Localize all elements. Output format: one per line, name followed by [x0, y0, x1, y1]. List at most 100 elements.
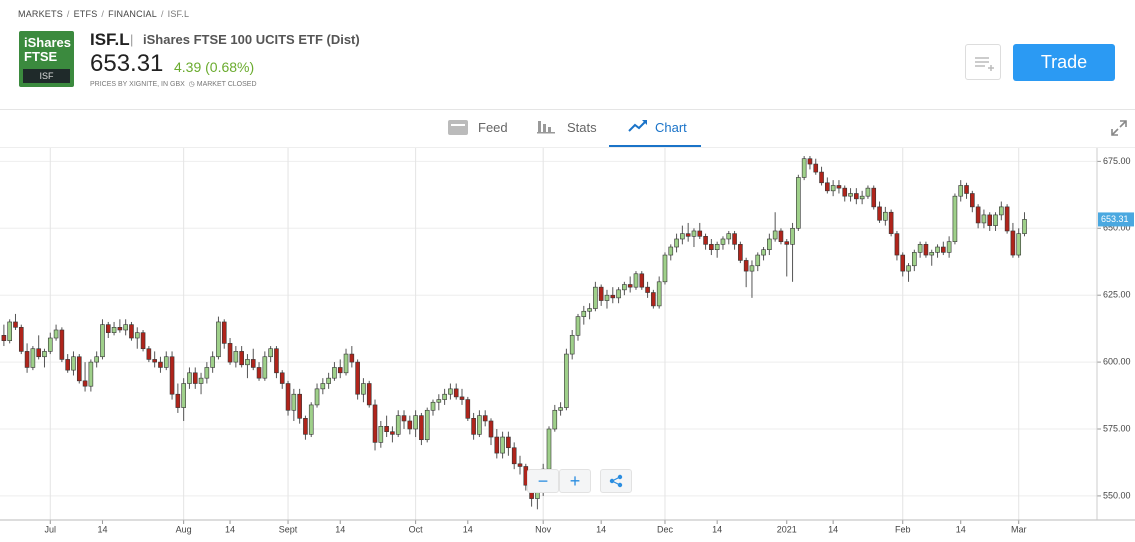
- x-tick-label: 14: [463, 524, 473, 534]
- candle-body: [355, 361, 360, 395]
- candle-body: [465, 399, 471, 419]
- candle-body: [674, 238, 679, 248]
- candle-body: [1, 335, 7, 341]
- candle-body: [767, 238, 772, 250]
- candle-body: [500, 436, 505, 454]
- candle-body: [129, 324, 134, 339]
- candle-body: [946, 241, 952, 253]
- candle-body: [245, 359, 250, 366]
- x-tick-label: Sept: [279, 524, 298, 534]
- candle-body: [941, 246, 946, 253]
- candle-body: [883, 211, 888, 221]
- candle-body: [772, 230, 778, 240]
- logo-badge: ISF: [23, 69, 70, 83]
- candle-body: [801, 158, 807, 178]
- candle-body: [697, 230, 703, 237]
- watchlist-button[interactable]: [965, 44, 1001, 80]
- zoom-in[interactable]: +: [559, 469, 591, 493]
- candle-body: [24, 351, 30, 368]
- candle-body: [163, 356, 169, 368]
- divider: [0, 109, 1135, 110]
- candle-body: [372, 404, 378, 443]
- candle-body: [830, 185, 836, 192]
- candle-body: [123, 324, 128, 331]
- chart: 550.00 575.00 600.00 625.00 650.00 675.00 Jul 1…: [0, 148, 1135, 534]
- candle-body: [1004, 206, 1010, 232]
- candle-body: [221, 321, 227, 344]
- candle-body: [738, 244, 743, 261]
- candle-body: [488, 420, 494, 438]
- y-tick-label: 550.00: [1103, 490, 1131, 500]
- candle-body: [308, 404, 314, 435]
- crumb[interactable]: MARKETS: [18, 9, 63, 19]
- candle-body: [233, 351, 239, 363]
- candle-body: [471, 418, 476, 435]
- candle-body: [175, 393, 181, 408]
- candle-body: [285, 383, 291, 411]
- candle-body: [836, 185, 842, 189]
- candle-body: [825, 182, 830, 192]
- x-tick-label: 14: [97, 524, 107, 534]
- candle-body: [274, 348, 279, 374]
- candle-body: [662, 254, 668, 283]
- candle-body: [482, 415, 488, 422]
- candle-body: [871, 187, 877, 208]
- candle-body: [366, 383, 372, 406]
- candle-body: [900, 254, 906, 272]
- x-tick-label: Mar: [1011, 524, 1027, 534]
- candle-body: [94, 356, 99, 363]
- chart-icon: [628, 120, 647, 132]
- candle-body: [558, 407, 563, 411]
- candle-body: [430, 401, 436, 411]
- candle-body: [53, 329, 59, 339]
- candle-body: [413, 415, 418, 430]
- trade-button[interactable]: Trade: [1013, 44, 1115, 81]
- crumb[interactable]: FINANCIAL: [108, 9, 157, 19]
- candle-body: [604, 294, 610, 301]
- candle-body: [703, 236, 708, 245]
- candle-body: [71, 356, 76, 371]
- candle-body: [680, 233, 685, 240]
- candle-body: [581, 310, 587, 317]
- candle-body: [517, 463, 523, 467]
- zoom-out[interactable]: −: [527, 469, 559, 493]
- tab[interactable]: Chart: [655, 120, 687, 135]
- candle-body: [755, 254, 761, 267]
- tab[interactable]: Feed: [478, 120, 508, 135]
- candle-body: [343, 353, 349, 374]
- share-button[interactable]: [600, 469, 632, 493]
- candle-body: [999, 206, 1004, 216]
- candle-body: [30, 348, 36, 368]
- candle-body: [511, 447, 517, 465]
- candle-body: [76, 356, 82, 382]
- instrument-name: iShares FTSE 100 UCITS ETF (Dist): [143, 32, 360, 47]
- candle-body: [401, 415, 407, 422]
- icon: [975, 57, 994, 71]
- candle-body: [384, 426, 389, 432]
- x-tick-label: Aug: [176, 524, 192, 534]
- logo: iShares FTSE ISF: [19, 31, 74, 87]
- candle-body: [216, 321, 221, 358]
- candle-body: [819, 171, 824, 184]
- candle-body: [593, 286, 598, 309]
- candle-body: [877, 206, 882, 221]
- candle-body: [181, 383, 186, 408]
- candle-body: [923, 244, 929, 256]
- separator: |: [130, 32, 134, 47]
- candle-body: [709, 244, 714, 250]
- tab[interactable]: Stats: [567, 120, 597, 135]
- candle-body: [865, 187, 871, 197]
- candle-body: [192, 372, 198, 384]
- fullscreen-button[interactable]: [1110, 119, 1128, 137]
- candle-body: [569, 335, 575, 355]
- x-tick-label: Nov: [535, 524, 552, 534]
- candle-body: [726, 233, 732, 240]
- candle-body: [761, 249, 766, 256]
- candle-body: [459, 396, 465, 400]
- crumb[interactable]: ETFS: [73, 9, 98, 19]
- candle-body: [970, 193, 975, 208]
- candle-body: [262, 356, 268, 379]
- candle-body: [7, 321, 12, 341]
- y-tick-label: 675.00: [1103, 156, 1131, 166]
- candle-body: [146, 348, 152, 360]
